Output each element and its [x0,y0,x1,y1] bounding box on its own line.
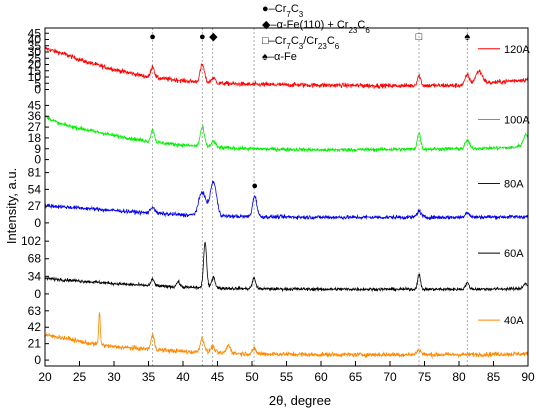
x-tick-label: 80 [452,370,466,384]
y-tick-label: 5 [34,76,41,90]
legend-text: –Cr [269,35,287,47]
x-tick-label: 55 [280,370,294,384]
legend-marker: ● [262,3,269,15]
legend-text: C [357,19,365,31]
series-label-40A: 40A [504,315,524,327]
legend-text: –Cr [269,3,287,15]
x-tick-label: 65 [349,370,363,384]
y-tick-label: 0 [34,216,41,230]
series-line-60A [44,241,529,293]
y-tick-label: 40 [28,33,42,47]
y-tick-label: 0 [34,83,41,97]
y-tick-label: 9 [34,142,41,156]
y-tick-label: 0 [34,353,41,367]
x-tick-label: 45 [211,370,225,384]
y-tick-label: 35 [28,39,42,53]
peak-marker: ● [149,31,156,43]
legend-text: /Cr [303,35,318,47]
x-tick-label: 60 [314,370,328,384]
legend-text: 6 [335,42,340,51]
legend-text: 6 [365,26,370,35]
y-tick-label: 42 [28,320,42,334]
x-tick-label: 35 [142,370,156,384]
legend-marker: □ [262,35,269,47]
x-tick-label: 40 [176,370,190,384]
y-tick-label: 0 [34,153,41,167]
series-label-100A: 100A [504,115,530,127]
x-tick-label: 75 [418,370,432,384]
y-tick-label: 0 [34,287,41,301]
x-tick-label: 50 [245,370,259,384]
legend-text: 23 [318,42,327,51]
peak-marker: □ [416,31,423,43]
legend-entry: ●–Cr7C3 [262,3,304,19]
legend-text: –α-Fe [268,51,297,63]
legend-marker: ◆ [262,19,271,31]
y-tick-label: 102 [21,234,41,248]
legend-marker: ♠ [262,51,268,63]
legend-text: 7 [286,10,291,19]
legend-entry: ◆–α-Fe(110) + Cr23C6 [262,19,370,35]
y-tick-label: 10 [28,70,42,84]
x-tick-label: 20 [38,370,52,384]
axes: 0510152025303540450918273645027548103468… [21,26,535,384]
plot-frame [44,27,529,367]
y-tick-label: 27 [28,199,42,213]
legend-text: C [291,35,299,47]
y-tick-label: 54 [28,182,42,196]
series-line-80A [44,180,529,221]
y-tick-label: 30 [28,45,42,59]
legend-text: 7 [286,42,291,51]
legend-text: C [327,35,335,47]
x-tick-label: 30 [107,370,121,384]
y-tick-label: 25 [28,51,42,65]
series-line-40A [44,312,529,360]
y-tick-label: 36 [28,109,42,123]
series-line-120A [44,46,529,90]
peak-marker: ● [251,180,258,192]
y-tick-label: 45 [28,98,42,112]
x-tick-label: 85 [487,370,501,384]
legend: ●–Cr7C3◆–α-Fe(110) + Cr23C6□–Cr7C3/Cr23C… [262,3,370,63]
x-tick-label: 90 [521,370,535,384]
y-tick-label: 34 [28,269,42,283]
y-tick-label: 15 [28,64,42,78]
y-tick-label: 81 [28,166,42,180]
legend-text: 3 [299,10,304,19]
peak-marker: ◆ [209,31,218,43]
y-tick-label: 18 [28,131,42,145]
legend-text: C [291,3,299,15]
x-tick-label: 70 [383,370,397,384]
legend-text: 3 [299,42,304,51]
y-axis-label: Intensity, a.u. [4,168,19,244]
y-tick-label: 21 [28,337,42,351]
legend-entry: □–Cr7C3/Cr23C6 [262,35,340,51]
x-axis-label: 2θ, degree [269,393,331,408]
peak-marker: ● [199,31,206,43]
legend-text: –α-Fe(110) + Cr [270,19,348,31]
series-label-80A: 80A [504,179,524,191]
y-tick-label: 68 [28,252,42,266]
series-line-100A [44,115,529,153]
legend-entry: ♠–α-Fe [262,51,297,63]
y-tick-label: 20 [28,58,42,72]
legend-text: 23 [348,26,357,35]
peak-marker: ♠ [464,31,470,43]
y-tick-label: 27 [28,120,42,134]
x-tick-label: 25 [73,370,87,384]
series-label-120A: 120A [504,44,530,56]
y-tick-label: 45 [28,26,42,40]
y-tick-label: 63 [28,304,42,318]
series-label-60A: 60A [504,248,524,260]
